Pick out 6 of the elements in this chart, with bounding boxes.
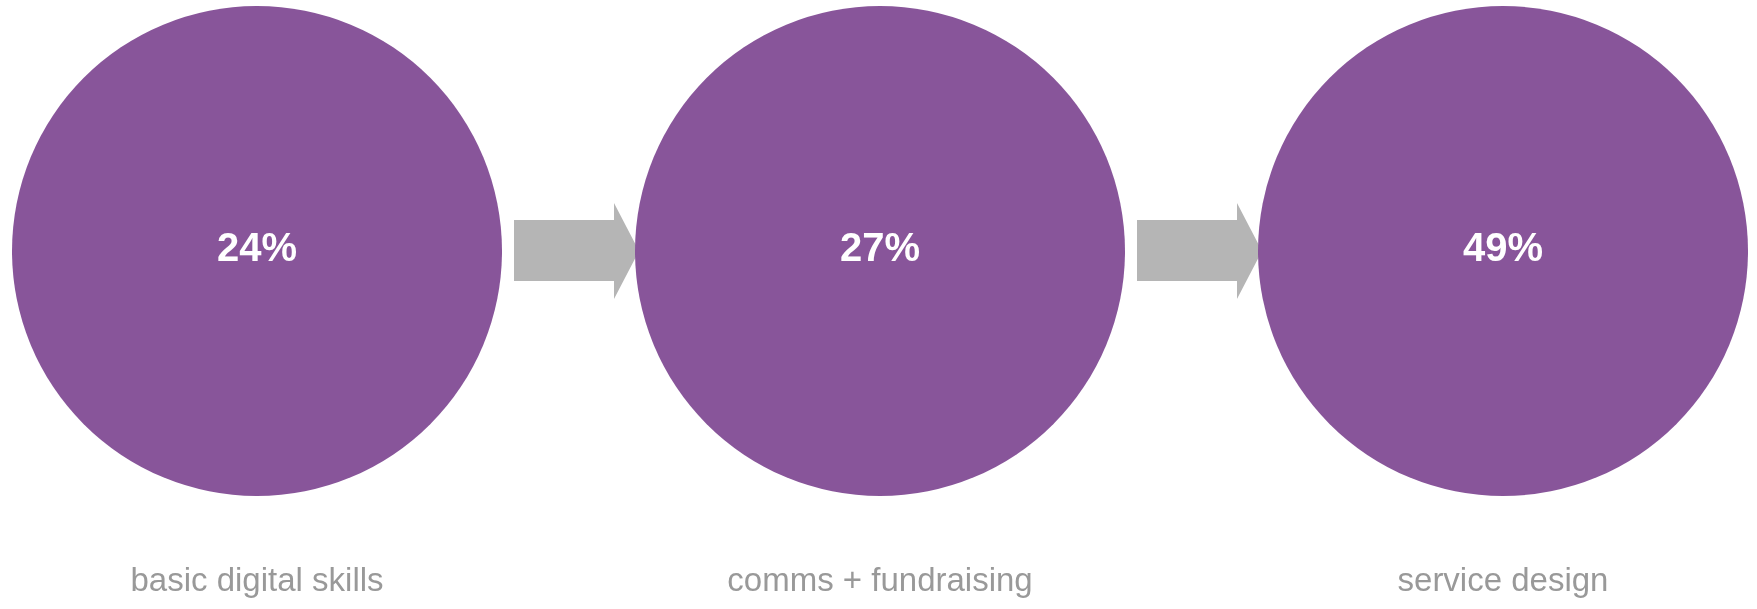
category-label: service design	[1397, 561, 1609, 598]
data-label: 24%	[216, 225, 298, 269]
data-label: 27%	[839, 225, 921, 269]
category-label: basic digital skills	[130, 561, 384, 598]
data-label: 49%	[1462, 225, 1544, 269]
category-label: comms + fundraising	[727, 561, 1033, 598]
